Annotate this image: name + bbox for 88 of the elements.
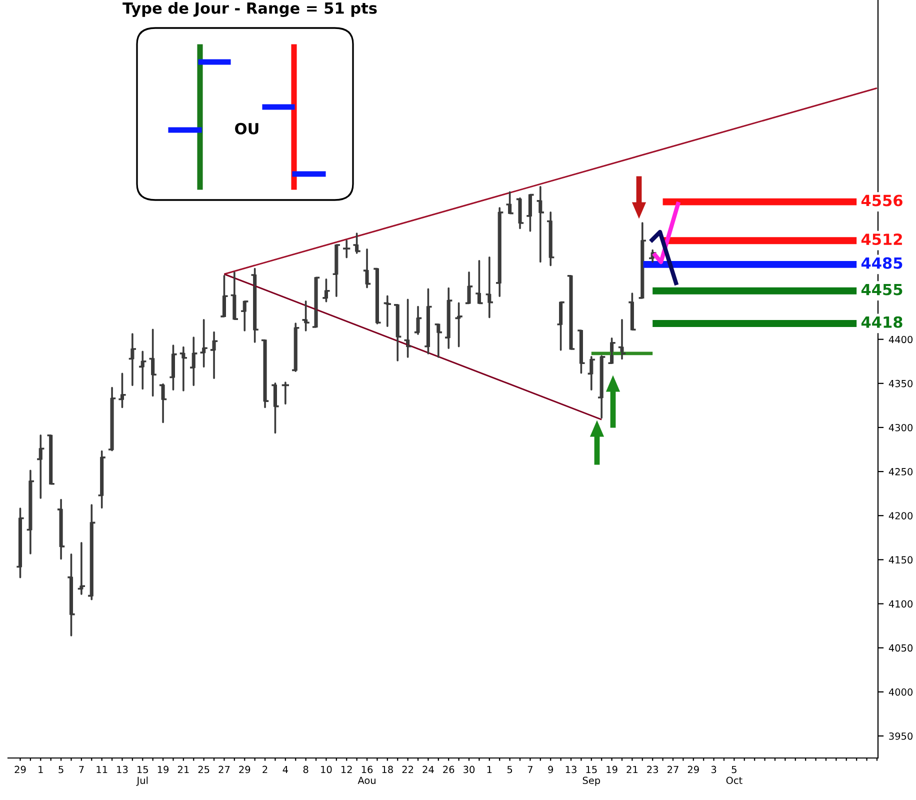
candlestick [648,249,658,263]
candlestick [454,302,464,348]
chart-title: Type de Jour - Range = 51 pts [122,2,377,17]
series-label: 4512 [861,234,902,246]
x-tick-label: 24 [422,766,434,774]
candlestick [56,498,66,560]
annotation: OU [235,122,258,134]
candlestick [301,300,310,332]
candlestick [444,287,454,350]
y-tick-label: 3950 [889,732,913,740]
candlestick [342,240,352,258]
x-tick-label: 19 [606,766,618,774]
candlestick [495,207,504,298]
x-tick-label: 26 [443,766,454,774]
x-tick-label: 8 [303,766,308,774]
x-tick-label: 27 [218,766,230,774]
candlestick [618,319,626,360]
x-tick-label: 7 [79,766,84,774]
candlestick [76,542,86,595]
x-tick-label: 11 [96,766,108,774]
candlestick [280,382,290,405]
x-tick-label: 12 [342,766,352,774]
x-tick-label: 29 [239,766,250,774]
x-tick-label: 30 [464,766,475,774]
x-tick-label: 19 [158,766,169,774]
x-tick-label: 15 Jul [136,766,148,786]
series-label: 4418 [861,316,902,328]
candlestick [138,350,148,390]
candlestick [148,328,158,397]
candlestick [536,186,545,263]
x-tick-label: 13 [117,766,128,774]
series-label: 4556 [861,194,902,206]
x-tick-label: 1 [38,766,43,774]
candlestick [403,298,412,358]
candlestick [322,278,331,302]
candlestick [97,450,106,509]
x-tick-label: 2 [262,766,268,774]
x-tick-label: 29 [14,766,26,774]
candlestick [210,331,218,380]
candlestick [484,256,494,318]
y-tick-label: 4200 [888,512,913,520]
x-tick-label: 22 [402,766,414,774]
candlestick [189,336,198,386]
series-label: 4485 [861,257,902,269]
y-tick-label: 4250 [888,468,913,476]
x-tick-label: 29 [688,766,699,774]
candlestick [586,356,596,390]
x-tick-label: 5 [58,766,64,774]
x-tick-label: 21 [626,766,638,774]
x-tick-label: 21 [178,766,189,774]
x-tick-label: 5 [507,766,512,774]
candlestick [66,553,76,636]
candlestick [118,372,127,408]
x-tick-label: 4 [282,766,288,774]
x-tick-label: 27 [668,766,678,774]
candlestick [362,248,372,288]
y-tick-label: 4150 [888,556,913,564]
x-tick-label: 5 Oct [726,766,742,784]
y-tick-label: 4100 [888,600,913,608]
x-tick-label: 9 [548,766,554,774]
x-tick-label: 16 Aou [358,766,376,784]
x-tick-label: 13 [566,766,576,774]
x-tick-label: 15 Sep [582,766,600,786]
candlestick [36,434,46,499]
x-tick-label: 7 [528,766,532,774]
candlestick [128,333,137,386]
candlestick [199,319,208,368]
candlestick [16,508,25,578]
candlestick [546,212,556,266]
candlestick [250,268,260,343]
y-tick-label: 4050 [888,644,913,652]
y-tick-label: 4300 [888,424,913,432]
x-tick-label: 18 [382,766,393,774]
candlestick [424,288,433,354]
x-tick-label: 1 [487,766,492,774]
candlestick [87,504,96,600]
candlestick [26,470,35,554]
x-tick-label: 10 [321,766,332,774]
candlestick [168,344,178,390]
y-tick-label: 4400 [888,336,913,344]
candlestick [382,295,392,328]
y-tick-label: 4350 [888,380,913,388]
x-tick-label: 23 [647,766,658,774]
candlestick [178,346,188,392]
series-label: 4455 [861,284,902,296]
x-tick-label: 25 [198,766,210,774]
x-tick-label: 3 [711,766,716,774]
y-tick-label: 4000 [888,688,913,696]
